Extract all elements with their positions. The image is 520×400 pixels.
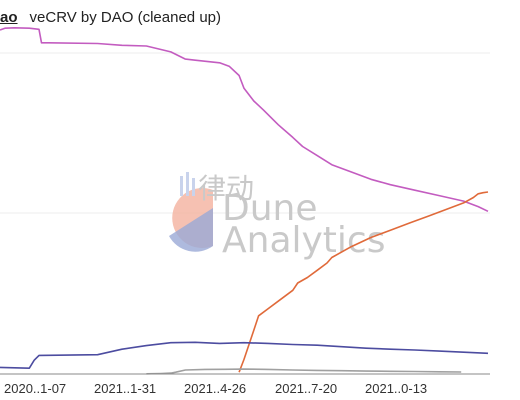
dashboard-tab-link[interactable]: ao: [0, 8, 18, 26]
watermark-bar-3: [192, 178, 195, 196]
watermark-bar-2: [186, 172, 189, 196]
watermark-logo-blue: [169, 208, 213, 252]
watermark-line2: Analytics: [222, 220, 385, 261]
series-layer: [0, 26, 489, 375]
chart-title: veCRV by DAO (cleaned up): [29, 8, 221, 26]
x-tick-label: 2020..1-07: [4, 381, 66, 396]
x-tick-label: 2021..7-20: [275, 381, 337, 396]
chart-header: ao veCRV by DAO (cleaned up): [0, 6, 221, 28]
x-tick-label: 2021..0-13: [365, 381, 427, 396]
chart-grid: [0, 52, 490, 214]
watermark-bar-1: [180, 176, 183, 196]
x-tick-label: 2021..1-31: [94, 381, 156, 396]
series-line-2[interactable]: [238, 191, 489, 373]
series-line-1[interactable]: [0, 26, 489, 213]
watermark-bars: [180, 172, 195, 196]
watermark-cjk: 律动: [198, 172, 254, 205]
x-axis-ticks: 2020..1-07 2021..1-31 2021..4-26 2021..7-20…: [4, 381, 427, 396]
x-tick-label: 2021..4-26: [184, 381, 246, 396]
series-line-4[interactable]: [146, 368, 462, 375]
series-line-3[interactable]: [0, 341, 489, 370]
dune-analytics-watermark: 律动 Dune Analytics: [169, 172, 385, 261]
watermark-line1: Dune: [222, 188, 318, 229]
